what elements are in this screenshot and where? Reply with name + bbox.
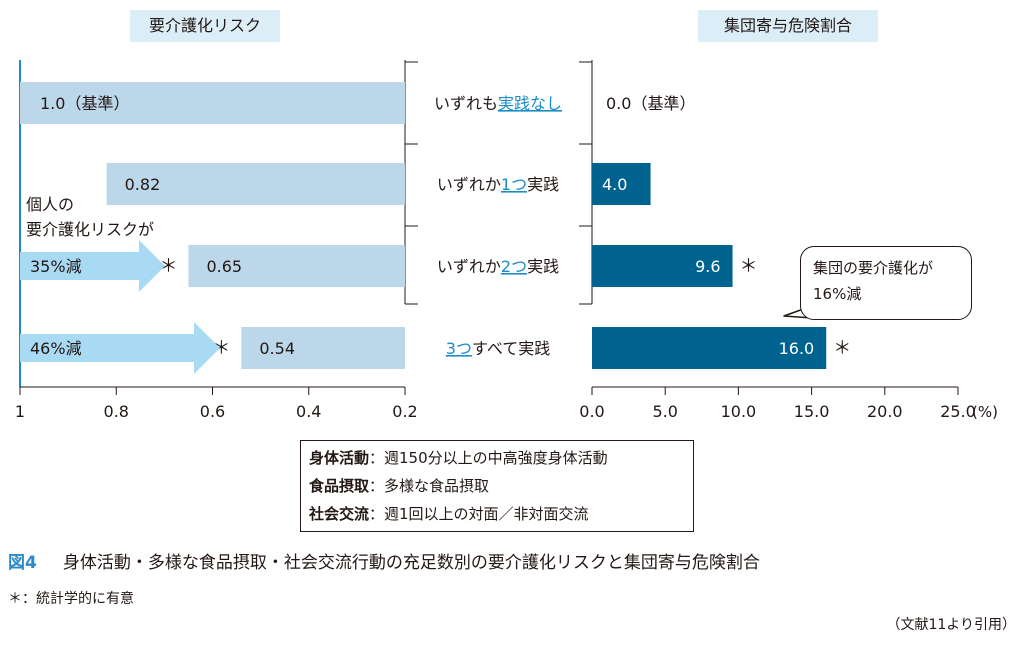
callout-line1: 集団の要介護化が (813, 259, 934, 277)
risk-note-line1: 個人の (26, 195, 75, 214)
par-value-label: 9.6 (695, 257, 720, 276)
legend-term: 身体活動 (309, 449, 370, 467)
category-text: 実践 (527, 257, 559, 276)
par-value-label: 4.0 (602, 175, 627, 194)
risk-value-label: 1.0（基準） (40, 94, 129, 113)
legend-desc: ：週1回以上の対面／非対面交流 (369, 505, 589, 523)
reduction-arrow (20, 322, 220, 374)
risk-significance-mark: ＊ (159, 256, 177, 277)
risk-bar (106, 163, 405, 205)
left-chart-title: 要介護化リスク (130, 10, 280, 42)
risk-value-label: 0.54 (259, 339, 295, 358)
category-text: すべて実践 (472, 339, 550, 358)
category-highlight: 実践なし (498, 94, 562, 113)
category-highlight: 2つ (501, 257, 527, 276)
category-highlight: 1つ (501, 175, 527, 194)
risk-note-line2: 要介護化リスクが (26, 220, 155, 239)
figure-caption: 図4 身体活動・多様な食品摂取・社会交流行動の充足数別の要介護化リスクと集団寄与危… (8, 548, 760, 573)
legend-box: 身体活動：週150分以上の中高強度身体活動 食品摂取：多様な食品摂取 社会交流：… (300, 440, 694, 532)
category-label: いずれか1つ実践 (437, 175, 559, 194)
risk-value-label: 0.82 (125, 175, 161, 194)
risk-reduction-note: 個人の 要介護化リスクが (26, 192, 154, 242)
category-label: いずれか2つ実践 (437, 257, 559, 276)
right-axis-unit: (%) (972, 403, 998, 421)
legend-desc: ：週150分以上の中高強度身体活動 (369, 449, 608, 467)
legend-row: 身体活動：週150分以上の中高強度身体活動 (309, 444, 693, 472)
right-tick-label: 5.0 (652, 402, 677, 421)
category-highlight: 3つ (446, 339, 472, 358)
legend-row: 社会交流：週1回以上の対面／非対面交流 (309, 500, 693, 528)
right-tick-label: 10.0 (721, 402, 757, 421)
significance-footnote: ＊：統計学的に有意 (8, 591, 134, 607)
par-significance-mark: ＊ (740, 256, 758, 277)
left-tick-label: 0.4 (296, 402, 321, 421)
category-label: 3つすべて実践 (446, 339, 550, 358)
left-tick-label: 0.6 (200, 402, 225, 421)
arrow-label: 35%減 (30, 257, 82, 276)
callout-line2: 16%減 (813, 285, 862, 303)
par-bar (592, 163, 651, 205)
category-text: いずれか (437, 257, 501, 276)
right-tick-label: 15.0 (794, 402, 830, 421)
par-bar (592, 327, 827, 369)
category-label: いずれも実践なし (434, 94, 562, 113)
par-value-label: 16.0 (779, 339, 815, 358)
risk-bar (20, 82, 405, 124)
left-tick-label: 0.2 (392, 402, 417, 421)
left-tick-label: 1 (15, 402, 25, 421)
category-text: 実践 (527, 175, 559, 194)
legend-row: 食品摂取：多様な食品摂取 (309, 472, 693, 500)
category-text: いずれか (437, 175, 501, 194)
risk-value-label: 0.65 (206, 257, 242, 276)
arrow-label: 46%減 (30, 339, 82, 358)
risk-bar (188, 245, 405, 287)
left-tick-label: 0.8 (104, 402, 129, 421)
figure-caption-text: 身体活動・多様な食品摂取・社会交流行動の充足数別の要介護化リスクと集団寄与危険割… (62, 553, 760, 573)
risk-significance-mark: ＊ (212, 338, 230, 359)
source-note: （文献11より引用） (886, 617, 1016, 633)
population-callout: 集団の要介護化が 16%減 (800, 246, 972, 320)
right-chart-title: 集団寄与危険割合 (698, 10, 878, 42)
reduction-arrow (20, 240, 165, 292)
figure-label: 図4 (8, 553, 37, 573)
risk-bar (241, 327, 405, 369)
right-tick-label: 0.0 (579, 402, 604, 421)
category-text: いずれも (434, 94, 498, 113)
right-tick-label: 20.0 (867, 402, 903, 421)
legend-desc: ：多様な食品摂取 (369, 477, 490, 495)
par-value-label: 0.0（基準） (606, 94, 695, 113)
par-bar (592, 245, 733, 287)
right-tick-label: 25.0 (940, 402, 976, 421)
legend-term: 食品摂取 (309, 477, 370, 495)
par-significance-mark: ＊ (833, 338, 851, 359)
legend-term: 社会交流 (309, 505, 370, 523)
